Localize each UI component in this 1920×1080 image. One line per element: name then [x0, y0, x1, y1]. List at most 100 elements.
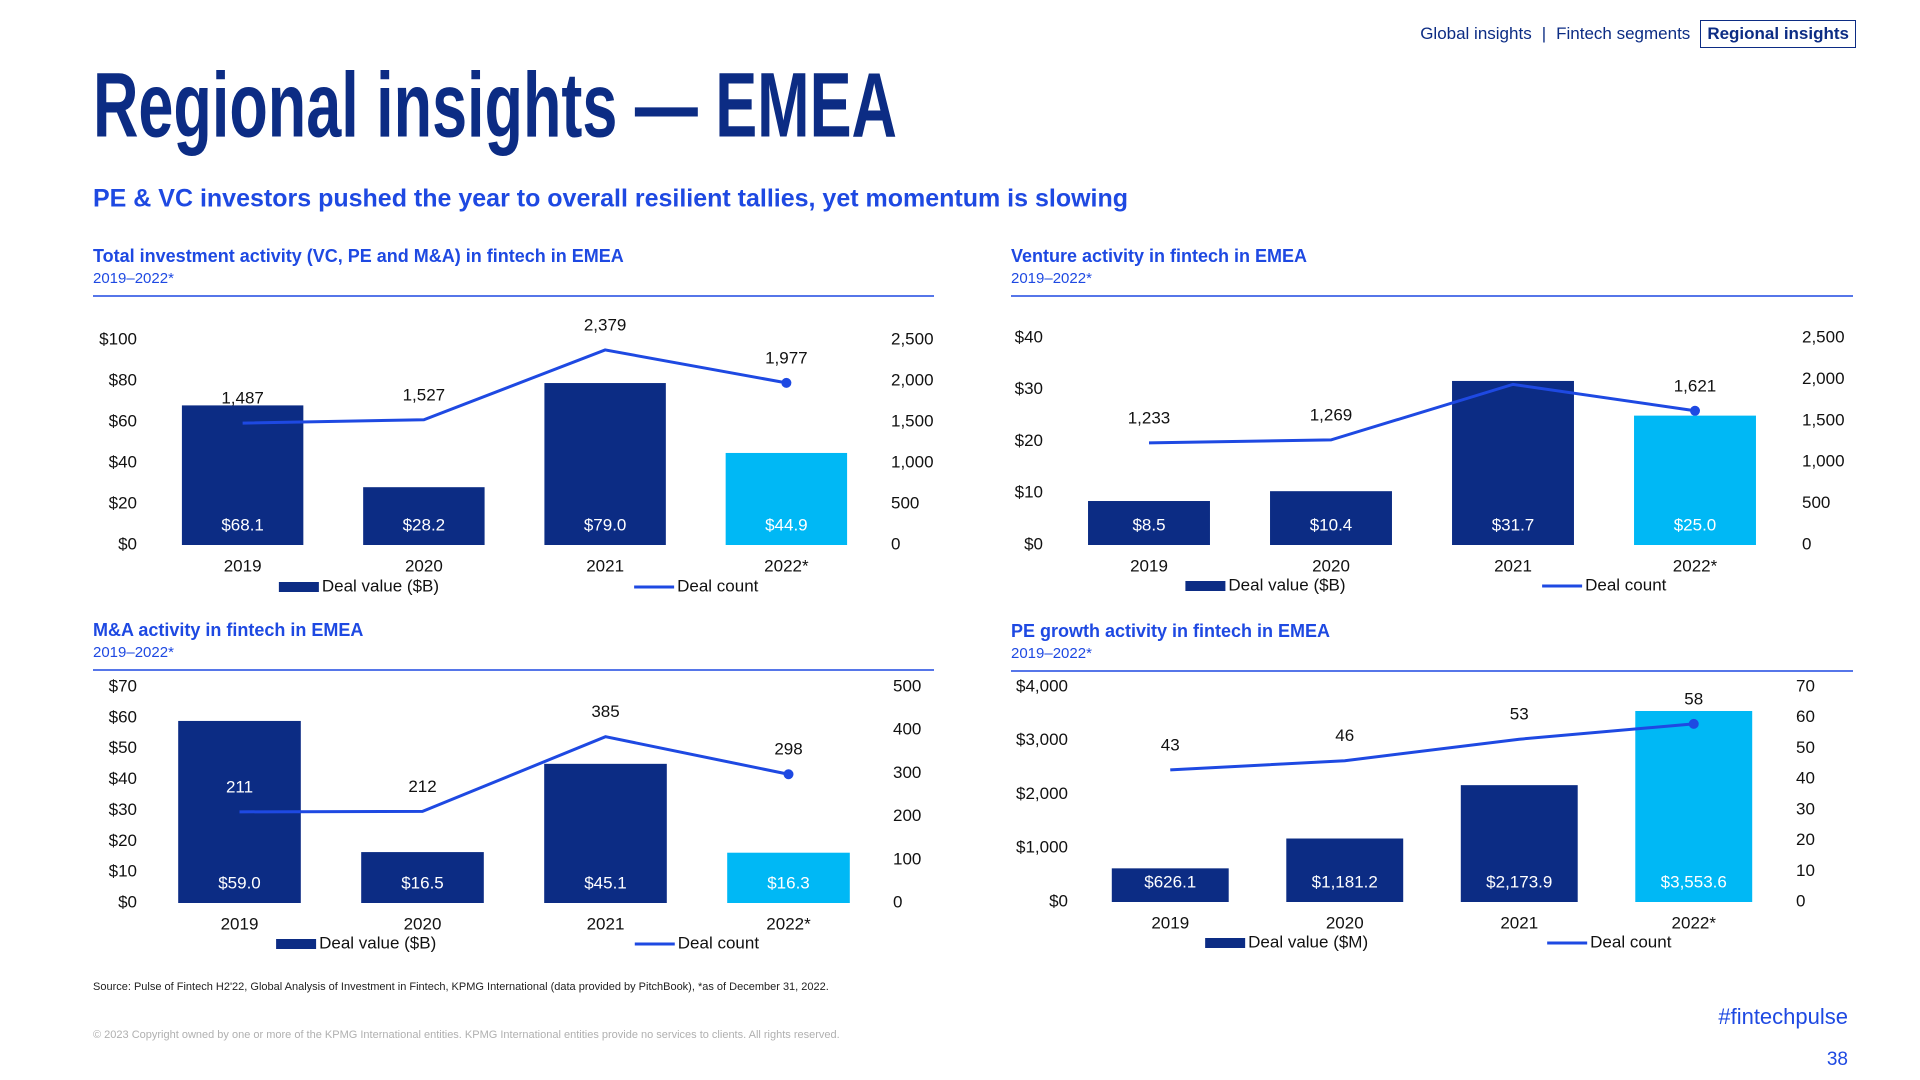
y-tick-label: $100 — [99, 329, 137, 348]
bar — [361, 852, 484, 903]
line-value-label: 1,621 — [1674, 376, 1717, 395]
y2-tick-label: 1,500 — [891, 411, 934, 430]
line-value-label: 2,379 — [584, 315, 627, 334]
navigation: Global insights | Fintech segments Regio… — [1420, 20, 1856, 48]
y-tick-label: $4,000 — [1016, 676, 1068, 695]
line-value-label: 1,233 — [1128, 408, 1171, 427]
bar-value-label: $1,181.2 — [1312, 872, 1378, 891]
x-tick-label: 2019 — [224, 556, 262, 575]
nav-link-active[interactable]: Regional insights — [1700, 20, 1856, 48]
x-tick-label: 2021 — [587, 914, 625, 933]
line-value-label: 1,977 — [765, 348, 808, 367]
y2-tick-label: 0 — [1802, 534, 1811, 553]
nav-link[interactable]: Global insights — [1420, 24, 1532, 43]
page-subtitle: PE & VC investors pushed the year to ove… — [93, 185, 1128, 213]
y-tick-label: $20 — [109, 831, 137, 850]
bar-value-label: $31.7 — [1492, 515, 1535, 534]
bar-value-label: $626.1 — [1144, 872, 1196, 891]
y-tick-label: $0 — [118, 534, 137, 553]
line-value-label: 211 — [226, 777, 253, 796]
y2-tick-label: 50 — [1796, 738, 1815, 757]
bar-value-label: $25.0 — [1674, 515, 1717, 534]
line — [1148, 382, 1696, 445]
y-tick-label: $60 — [109, 707, 137, 726]
y2-tick-label: 1,000 — [1802, 452, 1845, 471]
y-tick-label: $3,000 — [1016, 730, 1068, 749]
x-tick-label: 2020 — [1326, 913, 1364, 932]
line-value-label: 58 — [1684, 689, 1703, 708]
bar-value-label: $8.5 — [1132, 515, 1165, 534]
bar — [1452, 380, 1574, 545]
bar-value-label: $44.9 — [765, 515, 808, 534]
x-tick-label: 2022* — [766, 914, 811, 933]
y2-tick-label: 500 — [891, 493, 919, 512]
y-tick-label: $0 — [1024, 534, 1043, 553]
bar-value-label: $28.2 — [403, 515, 446, 534]
line-end-marker — [1688, 718, 1699, 729]
source-note: Source: Pulse of Fintech H2'22, Global A… — [93, 981, 829, 993]
x-tick-label: 2020 — [405, 556, 443, 575]
x-tick-label: 2020 — [1312, 556, 1350, 575]
bar — [1634, 415, 1756, 545]
legend-swatch — [278, 582, 319, 592]
chart-subtitle: 2019–2022* — [93, 270, 174, 287]
bar-value-label: $16.5 — [401, 873, 444, 892]
hashtag: #fintechpulse — [1718, 1004, 1848, 1029]
y2-tick-label: 100 — [893, 849, 921, 868]
bar — [1635, 710, 1753, 902]
y2-tick-label: 20 — [1796, 830, 1815, 849]
legend-label: Deal value ($B) — [1228, 575, 1345, 594]
bar-value-label: $10.4 — [1310, 515, 1353, 534]
legend-label: Deal value ($B) — [322, 576, 439, 595]
y2-tick-label: 30 — [1796, 799, 1815, 818]
y-tick-label: $2,000 — [1016, 784, 1068, 803]
y-tick-label: $70 — [109, 676, 137, 695]
chart-title: Venture activity in fintech in EMEA — [1011, 246, 1307, 266]
legend-label: Deal value ($B) — [319, 933, 436, 952]
bar — [1088, 501, 1210, 545]
bar-value-label: $59.0 — [218, 873, 261, 892]
page-number: 38 — [1827, 1049, 1848, 1070]
bar — [181, 405, 304, 545]
chart-title: Total investment activity (VC, PE and M&… — [93, 246, 624, 266]
x-tick-label: 2019 — [221, 914, 259, 933]
x-tick-label: 2021 — [586, 556, 624, 575]
y2-tick-label: 2,500 — [1802, 327, 1845, 346]
y-tick-label: $40 — [1015, 327, 1043, 346]
bar-value-label: $79.0 — [584, 515, 627, 534]
line-value-label: 1,269 — [1310, 405, 1353, 424]
chart-subtitle: 2019–2022* — [93, 644, 174, 661]
y2-tick-label: 60 — [1796, 707, 1815, 726]
y-tick-label: $20 — [109, 493, 137, 512]
y-tick-label: $0 — [1049, 891, 1068, 910]
legend-swatch — [1205, 938, 1246, 948]
bar-value-label: $45.1 — [584, 873, 627, 892]
bar — [544, 383, 666, 545]
bar-value-label: $3,553.6 — [1661, 872, 1727, 891]
legend-label: Deal count — [677, 576, 759, 595]
y2-tick-label: 2,000 — [891, 370, 934, 389]
line — [239, 735, 789, 814]
line-value-label: 1,487 — [221, 389, 264, 408]
bar — [1111, 868, 1229, 902]
bar-value-label: $2,173.9 — [1486, 872, 1552, 891]
y2-tick-label: 400 — [893, 720, 921, 739]
x-tick-label: 2019 — [1130, 556, 1168, 575]
legend-label: Deal value ($M) — [1248, 932, 1368, 951]
y-tick-label: $20 — [1015, 431, 1043, 450]
x-tick-label: 2022* — [1672, 913, 1717, 932]
y-tick-label: $10 — [1015, 483, 1043, 502]
copyright: © 2023 Copyright owned by one or more of… — [93, 1029, 840, 1041]
legend-swatch — [1185, 581, 1226, 591]
y2-tick-label: 500 — [893, 676, 921, 695]
nav-link[interactable]: Fintech segments — [1556, 24, 1691, 43]
y2-tick-label: 10 — [1796, 861, 1815, 880]
y-tick-label: $30 — [109, 800, 137, 819]
y-tick-label: $0 — [118, 892, 137, 911]
chart-title: PE growth activity in fintech in EMEA — [1011, 621, 1330, 641]
line — [1170, 722, 1694, 772]
line-value-label: 385 — [591, 702, 619, 721]
y-tick-label: $50 — [109, 738, 137, 757]
bar — [1270, 491, 1392, 545]
bar — [363, 487, 485, 545]
